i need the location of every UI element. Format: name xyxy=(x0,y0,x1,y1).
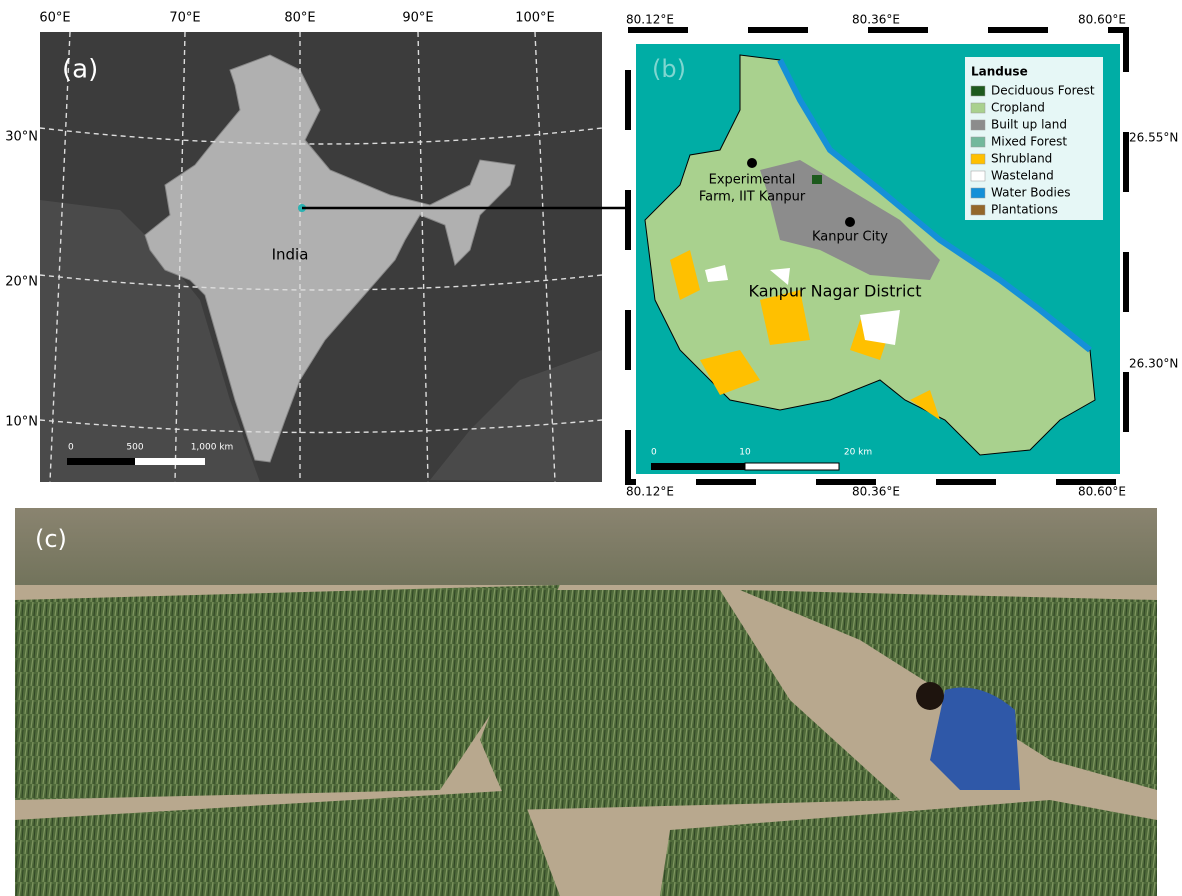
lon-label: 80.12°E xyxy=(626,485,674,499)
legend-label: Cropland xyxy=(991,101,1045,115)
lon-label: 80°E xyxy=(284,11,315,26)
legend-label: Plantations xyxy=(991,203,1058,217)
legend-label: Shrubland xyxy=(991,152,1052,166)
lon-label: 90°E xyxy=(402,11,433,26)
panel-label: (a) xyxy=(62,55,98,85)
scale-bar xyxy=(135,458,205,465)
graticule xyxy=(39,31,603,483)
lon-label: 80.36°E xyxy=(852,13,900,27)
lon-label: 100°E xyxy=(515,11,555,26)
legend-swatch xyxy=(970,204,986,216)
legend-label: Wasteland xyxy=(991,169,1054,183)
legend-title: Landuse xyxy=(971,65,1028,79)
legend-label: Mixed Forest xyxy=(991,135,1067,149)
shrubland xyxy=(670,250,940,420)
lat-label: 26.55°N xyxy=(1129,131,1178,145)
lon-label: 80.12°E xyxy=(626,13,674,27)
wasteland xyxy=(705,265,900,345)
wheat-plots xyxy=(15,585,1157,896)
lon-label: 80.60°E xyxy=(1078,485,1126,499)
lon-label: 60°E xyxy=(39,11,70,26)
sea xyxy=(40,200,602,482)
lat-label: 26.30°N xyxy=(1129,357,1178,371)
scale-bar xyxy=(651,463,745,470)
river xyxy=(777,58,1092,353)
panel-a xyxy=(39,31,603,483)
panel-label: (c) xyxy=(35,525,67,553)
district-label: Kanpur Nagar District xyxy=(749,282,922,301)
panel-b xyxy=(625,27,1129,485)
scale-label: 1,000 km xyxy=(191,443,234,453)
legend-swatch xyxy=(970,119,986,131)
scale-label: 10 xyxy=(739,448,751,458)
lon-label: 80.60°E xyxy=(1078,13,1126,27)
legend-label: Built up land xyxy=(991,118,1067,132)
city-label: Kanpur City xyxy=(812,230,888,245)
site-marker xyxy=(747,158,757,168)
legend-label: Water Bodies xyxy=(991,186,1070,200)
site-label: Farm, IIT Kanpur xyxy=(699,190,806,205)
lat-label: 30°N xyxy=(5,130,38,145)
legend-label: Deciduous Forest xyxy=(991,84,1095,98)
legend-swatch xyxy=(970,136,986,148)
legend-swatch xyxy=(970,153,986,165)
deciduous-patch xyxy=(812,175,822,184)
person xyxy=(930,687,1020,790)
site-label: Experimental xyxy=(709,173,796,188)
scale-bar xyxy=(67,458,135,465)
lat-label: 10°N xyxy=(5,415,38,430)
scale-bar xyxy=(744,462,840,471)
india xyxy=(144,54,516,463)
lon-label: 70°E xyxy=(169,11,200,26)
scale-label: 0 xyxy=(68,443,74,453)
country-label: India xyxy=(272,246,309,264)
panel-c xyxy=(15,508,1157,896)
scale-label: 20 km xyxy=(844,448,872,458)
legend-swatch xyxy=(970,187,986,199)
panel-label: (b) xyxy=(652,55,686,83)
legend-swatch xyxy=(970,170,986,182)
city-marker xyxy=(845,217,855,227)
legend xyxy=(965,57,1103,220)
person xyxy=(916,682,944,710)
lat-label: 20°N xyxy=(5,275,38,290)
scale-label: 0 xyxy=(651,448,657,458)
scale-label: 500 xyxy=(126,443,143,453)
legend-swatch xyxy=(970,102,986,114)
lon-label: 80.36°E xyxy=(852,485,900,499)
legend-swatch xyxy=(970,85,986,97)
